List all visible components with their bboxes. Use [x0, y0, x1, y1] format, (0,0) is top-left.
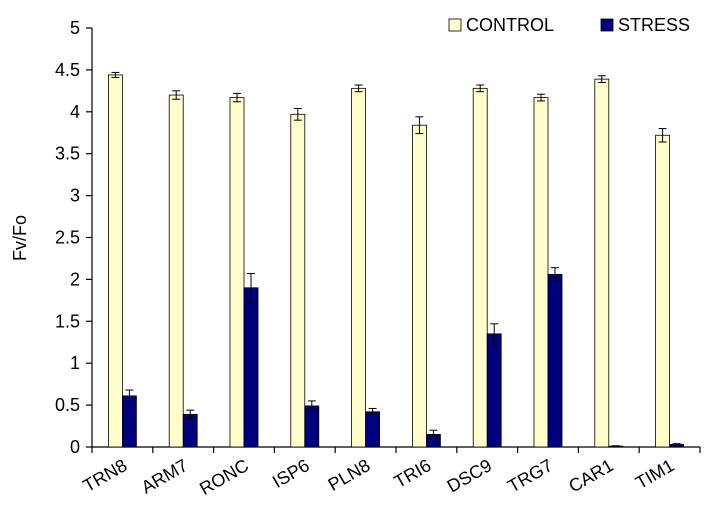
y-tick-label: 3.5	[55, 144, 80, 164]
y-tick-label: 0	[70, 437, 80, 457]
y-tick-label: 0.5	[55, 395, 80, 415]
x-tick-label: CAR1	[565, 455, 617, 496]
bar-control	[229, 97, 245, 448]
bar-stress	[243, 287, 259, 448]
bars	[108, 71, 684, 448]
bar-control	[472, 87, 488, 448]
bar-stress	[122, 395, 137, 448]
y-tick-label: 4	[70, 102, 80, 122]
legend-label-control: CONTROL	[466, 15, 554, 35]
bar-control	[533, 97, 549, 448]
x-tick-label: TRG7	[504, 455, 556, 496]
x-tick-label: TRN8	[80, 455, 131, 496]
legend-swatch-control	[448, 18, 462, 32]
x-tick-label: TRI6	[391, 455, 435, 492]
bar-control	[108, 74, 123, 448]
x-tick-label: DSC9	[444, 455, 496, 496]
y-tick-label: 2.5	[55, 228, 80, 248]
bar-control	[411, 124, 427, 448]
y-tick-label: 1.5	[55, 311, 80, 331]
y-tick-label: 3	[70, 186, 80, 206]
bar-control	[655, 134, 670, 448]
x-tick-label: ARM7	[138, 455, 191, 497]
x-tick-label: TIM1	[632, 455, 678, 493]
y-tick-label: 5	[70, 18, 80, 38]
x-tick-label: ISP6	[269, 455, 313, 492]
bar-stress	[547, 273, 563, 448]
bar-control	[290, 113, 306, 448]
bar-stress	[486, 333, 502, 448]
y-tick-label: 2	[70, 269, 80, 289]
y-axis-title: Fv/Fo	[10, 215, 30, 261]
legend: CONTROL STRESS	[448, 15, 690, 35]
bar-stress	[365, 411, 381, 448]
legend-label-stress: STRESS	[618, 15, 690, 35]
legend-swatch-stress	[600, 18, 614, 32]
x-tick-label: PLN8	[325, 455, 374, 495]
bar-stress	[182, 413, 198, 448]
y-tick-label: 4.5	[55, 60, 80, 80]
x-tick-label: RONC	[196, 455, 252, 499]
bar-control	[168, 94, 184, 448]
bar-control	[594, 78, 610, 448]
bar-control	[351, 87, 367, 448]
y-tick-label: 1	[70, 353, 80, 373]
bar-stress	[304, 405, 320, 448]
